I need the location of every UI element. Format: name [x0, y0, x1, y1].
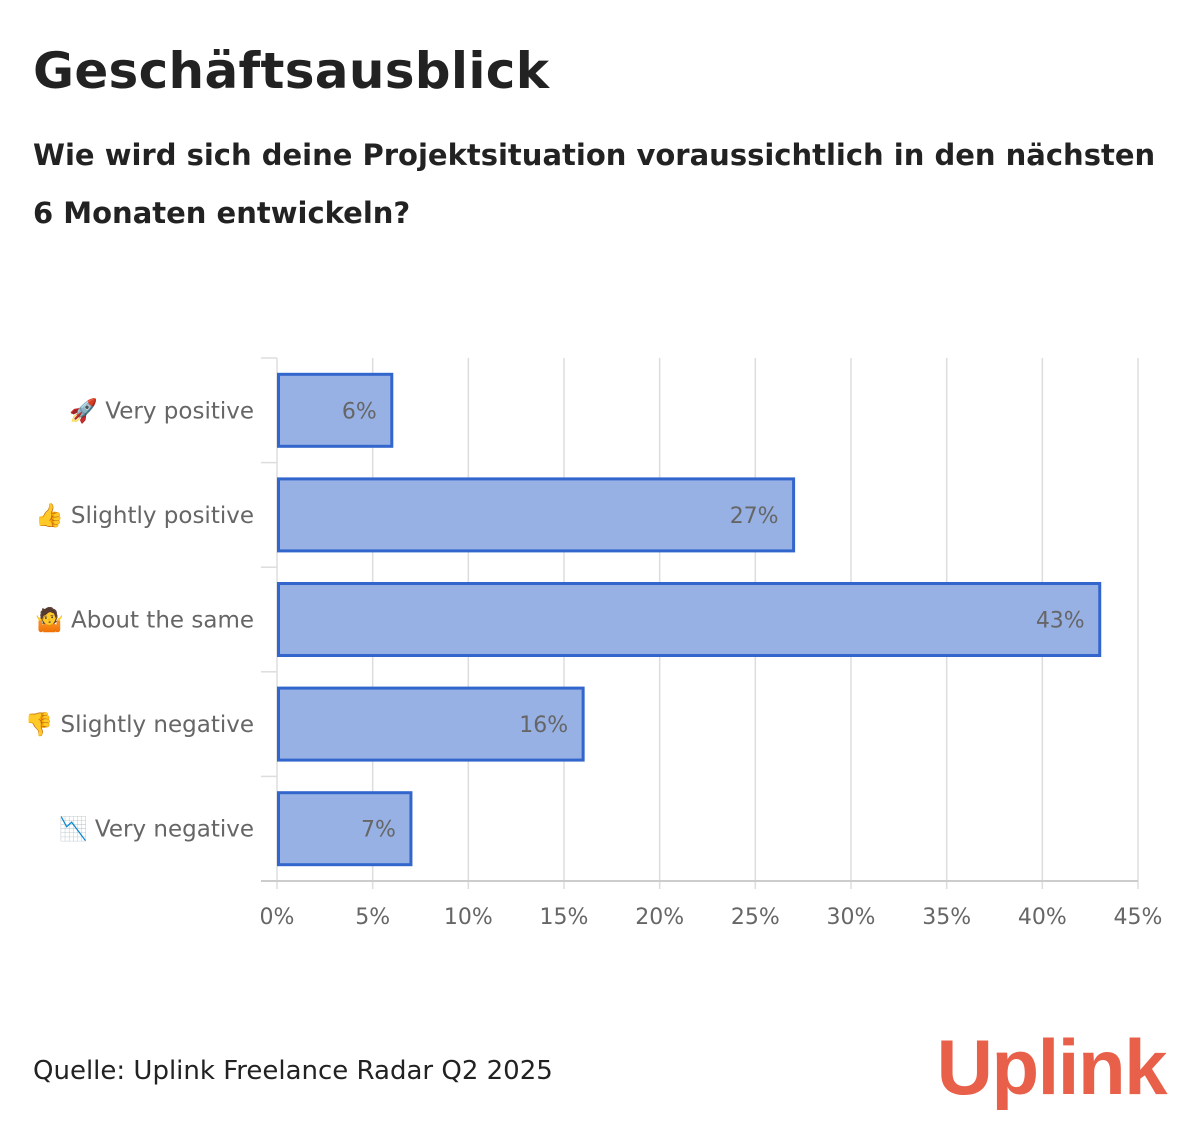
- category-label-4: 📉 Very negative: [59, 816, 254, 843]
- category-label-1: 👍 Slightly positive: [35, 502, 254, 529]
- bar-1: [277, 477, 796, 553]
- x-tick-label-2: 10%: [444, 905, 493, 930]
- source-note: Quelle: Uplink Freelance Radar Q2 2025: [33, 1056, 553, 1086]
- category-label-3: 👎 Slightly negative: [25, 711, 254, 738]
- bar-4: [277, 791, 413, 867]
- value-label-2: 43%: [1036, 609, 1085, 634]
- value-label-3: 16%: [519, 713, 568, 738]
- x-tick-label-7: 35%: [922, 905, 971, 930]
- x-tick-label-6: 30%: [827, 905, 876, 930]
- x-tick-label-5: 25%: [731, 905, 780, 930]
- x-tick-label-1: 5%: [355, 905, 390, 930]
- category-label-0: 🚀 Very positive: [69, 397, 254, 424]
- bar-0: [277, 372, 394, 448]
- x-tick-label-9: 45%: [1114, 905, 1163, 930]
- value-label-0: 6%: [342, 399, 377, 424]
- x-tick-label-4: 20%: [635, 905, 684, 930]
- uplink-logo: Uplink: [936, 1023, 1168, 1111]
- category-label-2: 🤷 About the same: [35, 606, 254, 634]
- bar-3: [277, 686, 585, 762]
- chart-subtitle: Wie wird sich deine Projektsituation vor…: [33, 138, 1156, 230]
- bar-2: [277, 582, 1102, 657]
- bar-chart: 6% 🚀 Very positive 27% 👍 Slightly positive 4…: [25, 357, 1163, 930]
- value-label-4: 7%: [361, 818, 396, 843]
- x-tick-label-3: 15%: [540, 905, 589, 930]
- x-tick-label-0: 0%: [260, 905, 295, 930]
- page-title: Geschäftsausblick: [33, 42, 550, 100]
- value-label-1: 27%: [730, 504, 779, 529]
- x-tick-label-8: 40%: [1018, 905, 1067, 930]
